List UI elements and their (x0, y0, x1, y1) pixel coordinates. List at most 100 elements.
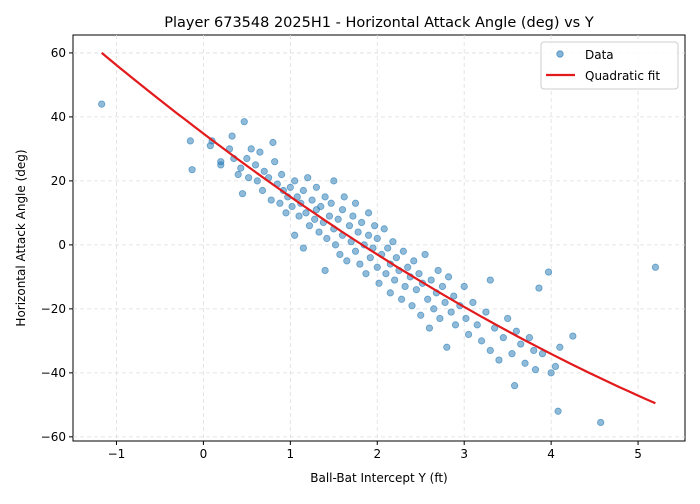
data-point (364, 209, 373, 217)
data-point (267, 196, 275, 204)
data-point (340, 193, 348, 201)
data-point (410, 257, 418, 265)
y-tick-label: 40 (51, 110, 66, 124)
data-point (278, 170, 286, 179)
data-point (408, 302, 416, 310)
data-point (462, 314, 470, 323)
data-point (334, 215, 342, 223)
data-point (228, 132, 236, 140)
data-point (258, 186, 267, 195)
data-point (299, 244, 307, 252)
data-point (391, 276, 399, 284)
data-point (291, 177, 299, 185)
data-point (547, 369, 555, 377)
data-point (321, 193, 329, 201)
y-tick-label: −40 (41, 366, 66, 380)
data-point (308, 196, 316, 204)
data-point (375, 279, 383, 287)
data-point (482, 308, 490, 316)
data-point (237, 164, 245, 172)
data-point (544, 268, 553, 276)
data-point (430, 305, 438, 313)
data-point (401, 282, 409, 291)
data-point (311, 215, 319, 223)
data-point (299, 186, 307, 195)
data-point (234, 170, 242, 179)
data-point (247, 145, 255, 153)
data-point (356, 260, 364, 268)
data-point (551, 362, 560, 371)
data-point (460, 282, 468, 291)
data-point (362, 270, 370, 278)
data-point (384, 244, 392, 252)
x-tick-label: 1 (287, 447, 295, 461)
x-axis-label: Ball-Bat Intercept Y (ft) (310, 471, 448, 485)
data-point (469, 298, 477, 307)
data-point (373, 263, 381, 271)
data-point (443, 343, 451, 351)
data-point (398, 295, 406, 303)
data-point (186, 137, 194, 145)
data-point (569, 332, 577, 340)
data-point (373, 234, 381, 243)
data-point (464, 330, 473, 339)
data-point (427, 276, 435, 284)
data-point (238, 190, 247, 198)
data-point (188, 166, 196, 174)
data-point (217, 158, 225, 166)
data-point (325, 212, 334, 220)
data-point (364, 231, 373, 239)
data-point (295, 212, 303, 220)
data-point (415, 270, 423, 278)
data-point (243, 154, 251, 163)
y-tick-label: 0 (58, 238, 66, 252)
data-point (382, 270, 390, 278)
data-point (253, 177, 261, 185)
data-point (417, 311, 425, 319)
data-point (525, 334, 533, 342)
legend: Data Quadratic fit (540, 41, 679, 90)
data-points (98, 100, 660, 427)
data-point (504, 314, 512, 323)
legend-data-marker (556, 50, 564, 58)
data-point (312, 183, 321, 191)
data-point (271, 158, 279, 166)
data-point (473, 321, 481, 329)
data-point (293, 193, 301, 201)
data-point (323, 234, 331, 243)
data-point (530, 346, 538, 355)
data-point (269, 138, 277, 147)
data-point (444, 273, 453, 281)
data-point (486, 276, 494, 284)
data-point (399, 247, 407, 255)
data-point (441, 298, 449, 307)
data-point (256, 148, 264, 156)
data-point (351, 199, 360, 207)
data-point (424, 295, 432, 303)
data-point (451, 321, 460, 329)
data-point (486, 346, 494, 355)
data-point (386, 289, 394, 297)
x-tick-label: −1 (108, 447, 126, 461)
data-point (315, 228, 323, 236)
data-point (331, 241, 340, 249)
y-tick-label: 60 (51, 46, 66, 60)
data-point (286, 183, 294, 191)
y-axis-label: Horizontal Attack Angle (deg) (14, 149, 28, 326)
x-tick-label: 4 (547, 447, 555, 461)
data-point (531, 366, 540, 374)
data-point (511, 382, 519, 390)
data-point (371, 222, 379, 230)
y-tick-label: 20 (51, 174, 66, 188)
data-point (336, 250, 344, 259)
data-point (421, 250, 429, 259)
data-point (651, 263, 660, 271)
y-tick-label: −60 (41, 430, 66, 444)
data-point (338, 206, 347, 214)
axis-ticks: −1 0 1 2 3 4 5 −60 −40 −20 0 20 40 60 (41, 46, 642, 461)
data-point (358, 218, 366, 227)
data-point (327, 199, 335, 207)
data-point (477, 337, 486, 345)
data-point (434, 266, 442, 275)
data-point (425, 324, 434, 332)
